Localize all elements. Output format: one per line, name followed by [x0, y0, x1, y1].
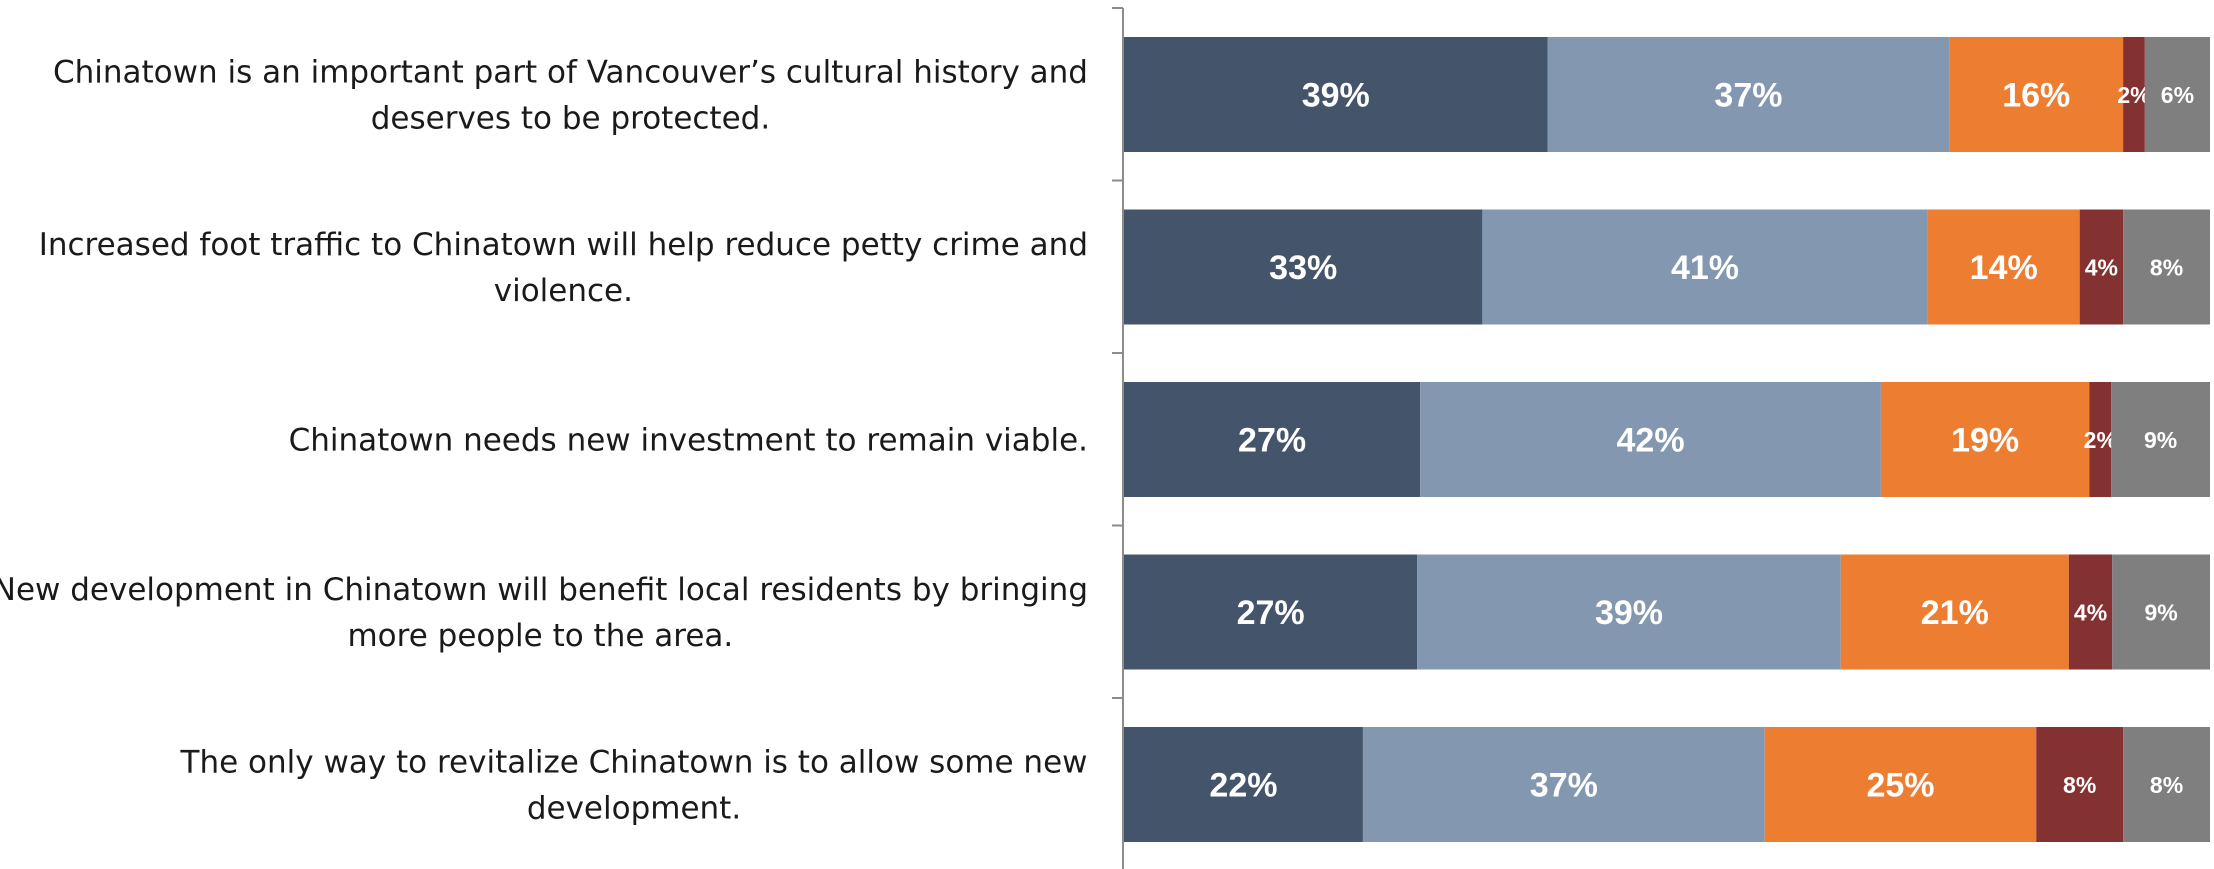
data-label: 8% — [2150, 772, 2183, 798]
data-label: 9% — [2144, 427, 2177, 453]
data-label: 9% — [2145, 599, 2178, 625]
bars-layer: 39% 37% 16% 2% 6%33% 41% 14% 4% 8%27% 42% 19% 2% 9%2… — [1124, 37, 2210, 842]
bar-segment — [2123, 209, 2210, 325]
category-label: Increased foot traffic to Chinatown will… — [39, 227, 1088, 309]
bar-segment — [1949, 37, 2124, 152]
bar-segment — [1927, 209, 2080, 325]
category-label: New development in Chinatown will benefi… — [0, 572, 1088, 654]
data-label: 8% — [2150, 254, 2183, 280]
bar-segment — [2112, 554, 2210, 670]
category-labels-layer: Chinatown is an important part of Vancou… — [0, 55, 1088, 827]
bar-segment — [2144, 37, 2210, 152]
bar-segment — [1124, 382, 1421, 497]
data-label: 6% — [2161, 82, 2194, 108]
category-label-line: deserves to be protected. — [371, 101, 770, 137]
bar-segment — [1124, 37, 1548, 152]
category-label-line: violence. — [494, 273, 633, 309]
data-label: 37% — [1530, 767, 1598, 805]
bar-segment — [2068, 554, 2113, 670]
data-label: 19% — [1951, 422, 2019, 460]
data-label: 4% — [2085, 254, 2118, 280]
data-label: 33% — [1269, 249, 1337, 287]
bar-segment — [2123, 37, 2145, 152]
category-label: The only way to revitalize Chinatown is … — [180, 745, 1088, 827]
bar-segment — [2089, 382, 2112, 497]
category-label-line: New development in Chinatown will benefi… — [0, 572, 1088, 608]
data-label: 41% — [1671, 249, 1739, 287]
bar-segment — [1764, 727, 2037, 842]
data-label: 42% — [1617, 422, 1685, 460]
category-label-line: Increased foot traffic to Chinatown will… — [39, 227, 1088, 263]
bar-segment — [1124, 209, 1483, 325]
category-label-line: The only way to revitalize Chinatown is … — [180, 745, 1088, 781]
category-label-line: Chinatown is an important part of Vancou… — [53, 55, 1088, 91]
bar-segment — [1124, 727, 1363, 842]
bar-segment — [1417, 554, 1841, 670]
data-label: 37% — [1714, 77, 1782, 115]
bar-segment — [1420, 382, 1881, 497]
bar-segment — [1124, 554, 1418, 670]
data-label: 39% — [1595, 594, 1663, 632]
data-label: 27% — [1237, 594, 1305, 632]
data-label: 4% — [2074, 599, 2107, 625]
data-label: 21% — [1921, 594, 1989, 632]
bar-segment — [2036, 727, 2124, 842]
data-label: 8% — [2063, 772, 2096, 798]
category-label: Chinatown needs new investment to remain… — [289, 423, 1088, 459]
bar-segment — [1840, 554, 2069, 670]
category-label: Chinatown is an important part of Vancou… — [53, 55, 1088, 137]
data-label: 39% — [1302, 77, 1370, 115]
category-label-line: more people to the area. — [347, 618, 733, 654]
data-label: 27% — [1238, 422, 1306, 460]
bar-segment — [1482, 209, 1928, 325]
bar-segment — [2079, 209, 2124, 325]
category-label-line: development. — [527, 791, 741, 827]
bar-segment — [1362, 727, 1765, 842]
axis-layer — [1112, 7, 1124, 869]
category-label-line: Chinatown needs new investment to remain… — [289, 423, 1088, 459]
bar-segment — [1880, 382, 2090, 497]
bar-segment — [2123, 727, 2210, 842]
data-label: 25% — [1866, 767, 1934, 805]
data-label: 22% — [1209, 767, 1277, 805]
bar-segment — [1547, 37, 1950, 152]
data-label: 16% — [2002, 77, 2070, 115]
data-label: 14% — [1970, 249, 2038, 287]
bar-segment — [2111, 382, 2210, 497]
